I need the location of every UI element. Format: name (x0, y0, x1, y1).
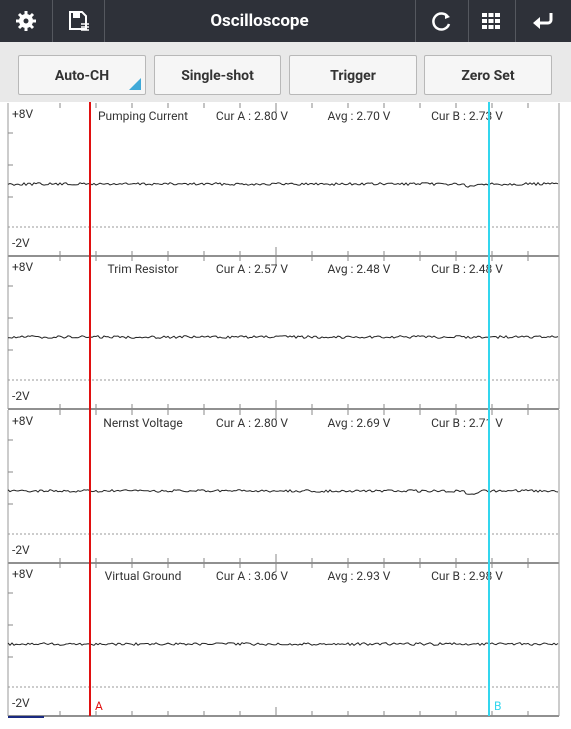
channel-name: Nernst Voltage (103, 416, 182, 430)
cursor-b-value: Cur B : 2.98 V (431, 569, 503, 583)
average-value: Avg : 2.70 V (328, 109, 391, 123)
scale-min: -2V (12, 236, 30, 250)
back-button[interactable] (515, 0, 571, 42)
channel-name: Pumping Current (98, 109, 188, 123)
scale-min: -2V (12, 696, 30, 710)
dropdown-indicator (129, 78, 141, 90)
cursor-b-label: B (494, 699, 501, 713)
channel-name: Trim Resistor (108, 262, 179, 276)
cursor-b-value: Cur B : 2.48 V (431, 262, 503, 276)
layout-button[interactable] (467, 0, 516, 42)
top-bar: Oscilloscope (0, 0, 571, 42)
cursor-a-label: A (95, 699, 103, 713)
save-button[interactable] (52, 0, 105, 42)
title: Oscilloscope (210, 11, 309, 31)
cursor-a-value: Cur A : 3.06 V (216, 569, 289, 583)
gear-icon (16, 11, 36, 31)
cursor-b-value: Cur B : 2.71 V (431, 416, 503, 430)
save-icon (69, 11, 89, 31)
toolbar-button[interactable]: Auto-CH (18, 55, 146, 95)
channel-name: Virtual Ground (105, 569, 182, 583)
scale-max: +8V (12, 107, 34, 121)
average-value: Avg : 2.69 V (328, 416, 391, 430)
settings-button[interactable] (0, 0, 53, 42)
scale-min: -2V (12, 389, 30, 403)
signal-trace (8, 335, 559, 340)
scale-min: -2V (12, 543, 30, 557)
scope-area: +8V -2V Pumping Current Cur A : 2.80 V Avg :… (7, 102, 560, 718)
scale-max: +8V (12, 567, 34, 581)
scale-max: +8V (12, 414, 34, 428)
signal-trace (7, 642, 559, 647)
back-icon (533, 13, 553, 29)
cursor-a-value: Cur A : 2.80 V (216, 109, 289, 123)
signal-trace (7, 181, 559, 188)
average-value: Avg : 2.93 V (328, 569, 391, 583)
average-value: Avg : 2.48 V (328, 262, 391, 276)
cursor-b-value: Cur B : 2.73 V (431, 109, 503, 123)
refresh-button[interactable] (415, 0, 469, 42)
grid-icon (482, 13, 500, 29)
toolbar-button[interactable]: Single-shot (154, 55, 281, 95)
cursor-a-value: Cur A : 2.80 V (216, 416, 289, 430)
toolbar-button[interactable]: Zero Set (424, 55, 552, 95)
signal-trace (7, 489, 559, 495)
toolbar-button[interactable]: Trigger (289, 55, 417, 95)
scale-max: +8V (12, 260, 34, 274)
cursor-a-value: Cur A : 2.57 V (216, 262, 289, 276)
toolbar: Auto-CH Single-shot Trigger Zero Set (0, 42, 571, 102)
refresh-icon (432, 12, 451, 31)
